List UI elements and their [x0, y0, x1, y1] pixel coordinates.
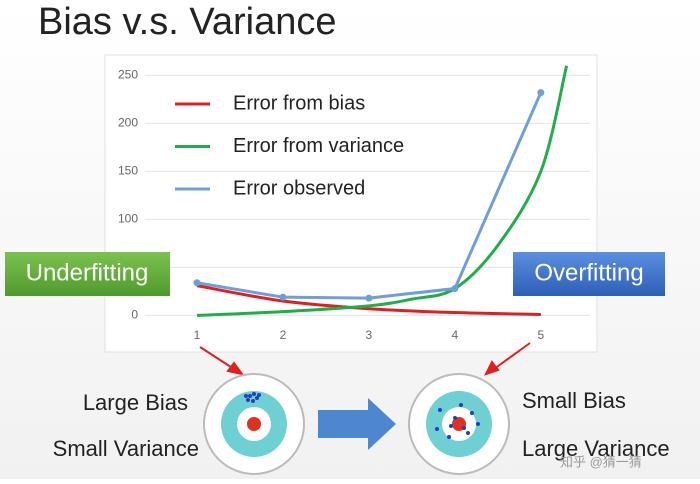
y-tick-label: 250: [118, 68, 138, 82]
legend-label: Error from bias: [233, 92, 365, 114]
point: [365, 294, 373, 302]
y-tick-label: 200: [118, 116, 138, 130]
series-line: [196, 284, 541, 316]
left-bottom-label: Small Variance: [53, 436, 199, 461]
y-tick-label: 150: [118, 164, 138, 178]
watermark: 知乎 @猜一猜: [560, 454, 642, 469]
y-tick-label: 100: [118, 212, 138, 226]
legend-label: Error from variance: [233, 135, 404, 157]
point: [451, 285, 459, 293]
target-right: [408, 373, 510, 475]
underfitting-box: [5, 252, 170, 296]
point: [279, 293, 287, 301]
legend-label: Error observed: [233, 177, 365, 199]
x-tick-label: 4: [452, 328, 459, 342]
overfitting-box: [513, 252, 665, 296]
x-tick-label: 5: [537, 328, 544, 342]
right-bottom-label: Large Variance: [522, 436, 670, 461]
point: [537, 89, 545, 97]
left-top-label: Large Bias: [83, 390, 188, 415]
y-tick-label: 0: [131, 308, 138, 322]
x-tick-label: 3: [366, 328, 373, 342]
target-left: [203, 373, 305, 475]
underfitting-label: Underfitting: [26, 259, 149, 286]
arrows: [199, 342, 531, 376]
right-top-label: Small Bias: [522, 388, 626, 413]
slide-title: Bias v.s. Variance: [38, 1, 337, 43]
series-line: [196, 65, 569, 317]
x-tick-label: 2: [280, 328, 287, 342]
transition-arrow: [318, 398, 396, 450]
point: [193, 279, 201, 287]
overfitting-label: Overfitting: [534, 259, 643, 286]
x-tick-label: 1: [194, 328, 201, 342]
